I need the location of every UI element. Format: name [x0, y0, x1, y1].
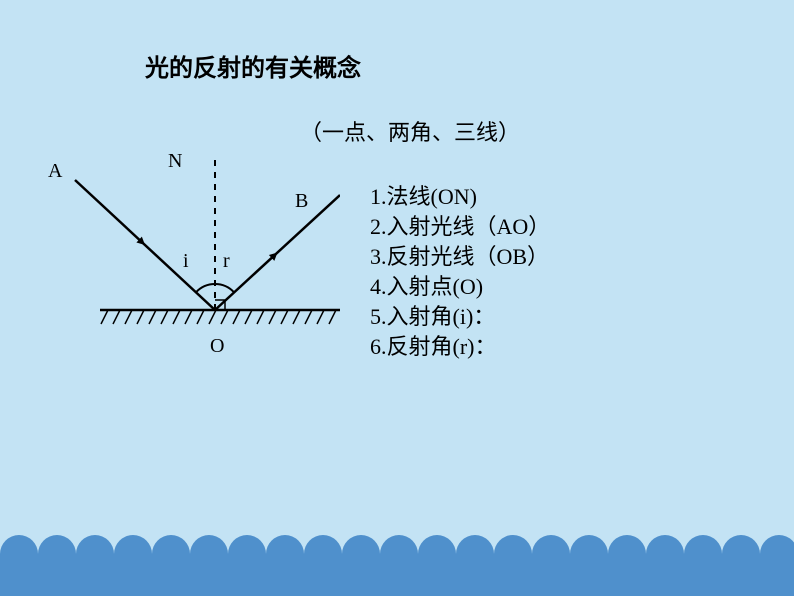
slide: 光的反射的有关概念 （一点、两角、三线） 1.法线(ON)2.入射光线（AO）3…	[0, 0, 794, 596]
reflection-diagram: A N B Oi r	[40, 140, 340, 380]
slide-title: 光的反射的有关概念	[145, 48, 361, 83]
list-item: 1.法线(ON)	[370, 182, 550, 212]
band-solid	[0, 554, 794, 596]
list-item: 5.入射角(i)：	[370, 302, 550, 332]
list-item: 6.反射角(r)：	[370, 332, 550, 362]
diagram-label-r: r	[223, 250, 230, 273]
diagram-svg	[40, 140, 340, 380]
diagram-label-A: A	[48, 160, 62, 183]
list-item: 3.反射光线（OB）	[370, 242, 550, 272]
bottom-decor	[0, 535, 794, 596]
diagram-label-i: i	[183, 250, 189, 273]
diagram-label-N: N	[168, 150, 182, 173]
diagram-label-B: B	[295, 190, 308, 213]
concept-list: 1.法线(ON)2.入射光线（AO）3.反射光线（OB）4.入射点(O)5.入射…	[370, 182, 550, 362]
list-item: 4.入射点(O)	[370, 272, 550, 302]
list-item: 2.入射光线（AO）	[370, 212, 550, 242]
diagram-label-O: O	[210, 335, 224, 358]
